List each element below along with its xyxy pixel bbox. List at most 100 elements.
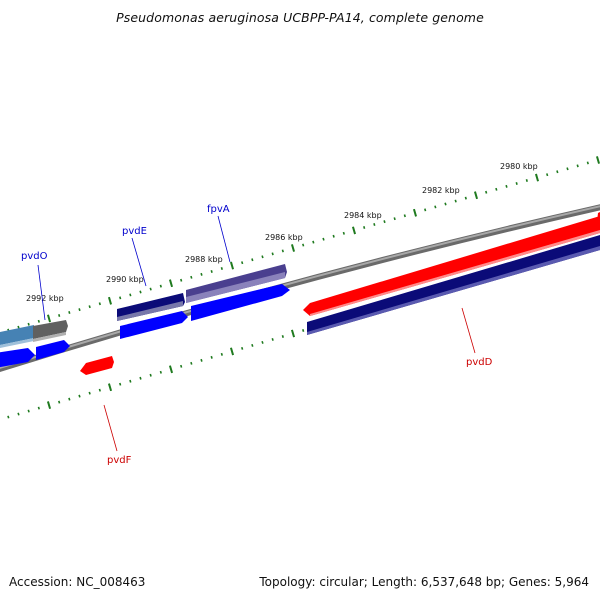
minor-tick [98, 388, 101, 392]
minor-tick [464, 196, 467, 200]
minor-tick [159, 284, 162, 288]
pvdF-label[interactable]: pvdF [107, 455, 132, 466]
minor-tick [7, 415, 10, 419]
minor-tick [454, 199, 457, 203]
major-tick [107, 296, 113, 305]
minor-tick [261, 255, 264, 259]
major-tick [595, 156, 600, 164]
minor-tick [78, 308, 81, 312]
minor-tick [210, 269, 213, 273]
gene-feature-shadow [117, 301, 183, 321]
minor-tick [200, 358, 203, 362]
minor-tick [190, 361, 193, 365]
minor-tick [241, 346, 244, 350]
pvdF-cds[interactable] [80, 356, 114, 375]
minor-tick [505, 184, 508, 188]
major-tick [290, 329, 296, 338]
gene-feature-shadow [186, 272, 285, 303]
reverse-track [80, 212, 600, 375]
minor-tick [444, 202, 447, 206]
minor-tick [159, 370, 162, 374]
minor-tick [322, 237, 325, 241]
major-tick [290, 244, 296, 252]
minor-tick [515, 181, 518, 185]
minor-tick [332, 234, 335, 238]
pvdO-label[interactable]: pvdO [21, 251, 48, 262]
minor-tick [261, 340, 264, 344]
minor-tick [200, 272, 203, 276]
fpvA-label[interactable]: fpvA [207, 204, 230, 215]
cds-arrow[interactable] [36, 340, 70, 360]
pvdD-leader [461, 307, 476, 354]
minor-tick [424, 208, 427, 212]
minor-tick [17, 412, 20, 416]
gene-feature-shadow [33, 332, 66, 342]
minor-tick [17, 325, 20, 329]
minor-tick [58, 400, 61, 404]
minor-tick [342, 231, 345, 235]
gene-feature[interactable] [33, 320, 68, 339]
pvdD-label[interactable]: pvdD [466, 357, 493, 368]
minor-tick [241, 261, 244, 265]
cds-arrow[interactable] [191, 284, 290, 321]
pvdO-leader [37, 264, 46, 321]
minor-tick [37, 319, 40, 323]
major-tick [168, 365, 174, 374]
scale-label: 2986 kbp [265, 233, 303, 242]
minor-tick [403, 214, 406, 218]
minor-tick [210, 355, 213, 359]
minor-tick [271, 337, 274, 341]
gene-track [0, 264, 287, 348]
topology-text: Topology: circular; Length: 6,537,648 bp… [259, 575, 589, 589]
minor-tick [271, 252, 274, 256]
minor-tick [251, 258, 254, 262]
accession-text: Accession: NC_008463 [9, 575, 146, 589]
genome-backbone [0, 204, 600, 373]
minor-tick [281, 335, 284, 338]
minor-tick [383, 220, 386, 224]
minor-tick [78, 394, 81, 398]
minor-tick [525, 179, 528, 183]
scale-label: 2984 kbp [344, 211, 382, 220]
gene-feature-shadow [0, 338, 34, 348]
gene-labels: pvdO pvdE fpvA pvdD pvdF [21, 204, 493, 466]
genome-backbone-highlight [0, 205, 600, 369]
minor-tick [27, 322, 30, 326]
scale-label: 2982 kbp [422, 186, 460, 195]
minor-tick [68, 397, 71, 401]
minor-tick [576, 164, 579, 168]
minor-tick [302, 243, 305, 247]
minor-tick [27, 409, 30, 413]
minor-tick [220, 267, 223, 271]
minor-tick [88, 391, 91, 395]
minor-tick [251, 343, 254, 347]
cds-arrow[interactable] [0, 348, 35, 368]
minor-tick [149, 373, 152, 377]
major-tick [473, 191, 479, 200]
major-tick [229, 347, 235, 356]
pvdE-label[interactable]: pvdE [122, 226, 147, 237]
gene-feature[interactable] [0, 325, 34, 346]
major-tick [412, 208, 418, 217]
minor-tick [119, 296, 122, 300]
major-tick [107, 383, 113, 392]
minor-tick [312, 240, 315, 244]
minor-tick [149, 287, 152, 291]
scale-label: 2988 kbp [185, 255, 223, 264]
minor-tick [180, 364, 183, 368]
outer-scale-ticks [7, 156, 600, 332]
minor-tick [556, 170, 559, 174]
pvdD-cds[interactable] [303, 216, 600, 316]
scale-label: 2992 kbp [26, 294, 64, 303]
major-tick [534, 173, 540, 182]
forward-cds-track [0, 284, 290, 368]
pvdD-gene[interactable] [307, 235, 600, 335]
minor-tick [373, 223, 376, 227]
fpvA-leader [217, 215, 231, 263]
minor-tick [495, 187, 498, 191]
minor-tick [129, 379, 132, 383]
cds-arrow[interactable] [597, 212, 600, 225]
major-tick [46, 401, 52, 410]
cds-arrow[interactable] [120, 311, 188, 339]
